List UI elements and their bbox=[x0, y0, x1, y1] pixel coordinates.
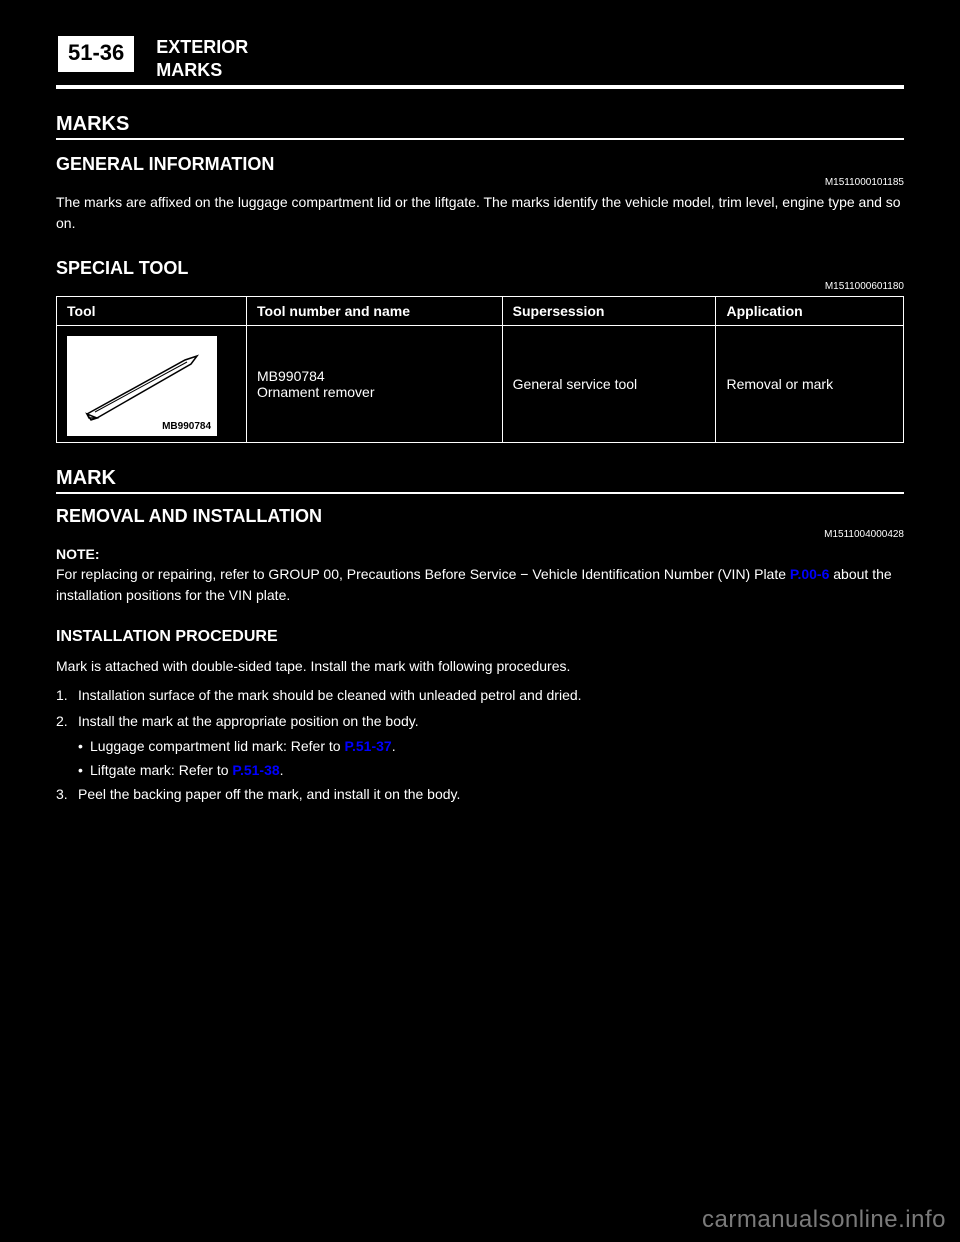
sub-text-a: Liftgate mark: Refer to bbox=[90, 762, 232, 778]
note-text-a: For replacing or repairing, refer to GRO… bbox=[56, 566, 790, 582]
install-steps: 1. Installation surface of the mark shou… bbox=[56, 685, 904, 805]
bullet-icon: • bbox=[78, 760, 90, 782]
tool-number-name-text: MB990784 Ornament remover bbox=[257, 368, 374, 400]
removal-heading: REMOVAL AND INSTALLATION bbox=[56, 506, 904, 527]
item-number: 1. bbox=[56, 685, 78, 707]
header-breadcrumb: EXTERIOR bbox=[156, 37, 248, 57]
col-tool: Tool bbox=[57, 297, 247, 326]
cell-tool: MB990784 bbox=[57, 326, 247, 443]
marks-heading: MARKS bbox=[56, 113, 904, 136]
item-number: 2. bbox=[56, 711, 78, 733]
tool-illustration: MB990784 bbox=[67, 336, 217, 436]
mark-heading: MARK bbox=[56, 467, 904, 490]
sub-text-b: . bbox=[280, 762, 284, 778]
cell-number-name: MB990784 Ornament remover bbox=[247, 326, 503, 443]
item-text: Installation surface of the mark should … bbox=[78, 685, 582, 707]
item-text: Peel the backing paper off the mark, and… bbox=[78, 784, 460, 806]
general-info-body: The marks are affixed on the luggage com… bbox=[56, 192, 904, 234]
col-application: Application bbox=[716, 297, 904, 326]
cell-supersession: General service tool bbox=[502, 326, 716, 443]
bullet-icon: • bbox=[78, 736, 90, 758]
sub-text-a: Luggage compartment lid mark: Refer to bbox=[90, 738, 344, 754]
general-info-code: M1511000101185 bbox=[56, 177, 904, 188]
header-title: EXTERIOR MARKS bbox=[156, 34, 248, 81]
special-tool-heading: SPECIAL TOOL bbox=[56, 258, 904, 279]
general-info-heading: GENERAL INFORMATION bbox=[56, 154, 904, 175]
list-item: 1. Installation surface of the mark shou… bbox=[56, 685, 904, 707]
list-sub-item: • Liftgate mark: Refer to P.51-38. bbox=[78, 760, 904, 782]
sub-item-body: Liftgate mark: Refer to P.51-38. bbox=[90, 760, 284, 782]
list-item: 2. Install the mark at the appropriate p… bbox=[56, 711, 904, 733]
item-number: 3. bbox=[56, 784, 78, 806]
table-header-row: Tool Tool number and name Supersession A… bbox=[57, 297, 904, 326]
special-tool-table: Tool Tool number and name Supersession A… bbox=[56, 296, 904, 443]
note-body: For replacing or repairing, refer to GRO… bbox=[56, 564, 904, 606]
cell-application: Removal or mark bbox=[716, 326, 904, 443]
sub-item-body: Luggage compartment lid mark: Refer to P… bbox=[90, 736, 396, 758]
install-heading: INSTALLATION PROCEDURE bbox=[56, 628, 904, 646]
page-number-box: 51-36 bbox=[56, 34, 136, 74]
special-tool-code: M1511000601180 bbox=[56, 281, 904, 292]
table-row: MB990784 MB990784 Ornament remover Gener… bbox=[57, 326, 904, 443]
watermark: carmanualsonline.info bbox=[702, 1206, 946, 1234]
sub-text-b: . bbox=[392, 738, 396, 754]
note-label: NOTE: bbox=[56, 546, 904, 562]
col-supersession: Supersession bbox=[502, 297, 716, 326]
tool-image-label: MB990784 bbox=[162, 421, 211, 432]
list-sub-item: • Luggage compartment lid mark: Refer to… bbox=[78, 736, 904, 758]
item-text: Install the mark at the appropriate posi… bbox=[78, 711, 419, 733]
removal-code: M1511004000428 bbox=[56, 529, 904, 540]
sub-link[interactable]: P.51-37 bbox=[344, 738, 391, 754]
marks-rule bbox=[56, 138, 904, 140]
page-header: 51-36 EXTERIOR MARKS bbox=[56, 34, 904, 81]
col-number-name: Tool number and name bbox=[247, 297, 503, 326]
install-intro: Mark is attached with double-sided tape.… bbox=[56, 656, 904, 677]
list-item: 3. Peel the backing paper off the mark, … bbox=[56, 784, 904, 806]
mark-rule bbox=[56, 492, 904, 494]
header-section: MARKS bbox=[156, 60, 222, 80]
header-rule bbox=[56, 85, 904, 89]
sub-link[interactable]: P.51-38 bbox=[232, 762, 279, 778]
note-link[interactable]: P.00-6 bbox=[790, 566, 829, 582]
